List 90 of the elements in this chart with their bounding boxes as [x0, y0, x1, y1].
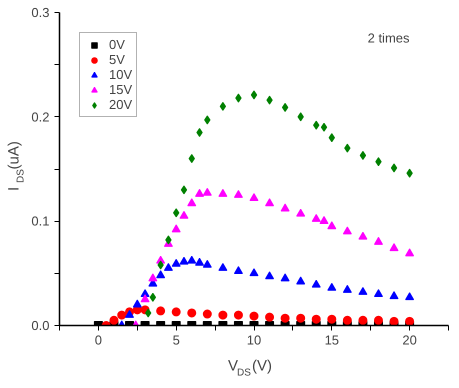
point: [150, 292, 156, 302]
point: [280, 273, 290, 282]
point: [342, 226, 352, 234]
point: [406, 168, 413, 178]
point: [202, 260, 212, 268]
y-axis-title: IDS(uA): [6, 141, 26, 192]
point: [179, 210, 188, 219]
point: [148, 273, 158, 282]
point: [374, 316, 383, 325]
point: [187, 256, 196, 264]
point: [218, 263, 228, 271]
point: [342, 284, 352, 293]
point: [235, 94, 242, 103]
point: [180, 185, 188, 194]
point: [132, 300, 142, 308]
point: [234, 266, 243, 274]
point: [234, 190, 243, 198]
point: [358, 286, 368, 295]
point: [390, 316, 399, 326]
point: [320, 216, 329, 224]
point: [172, 307, 181, 316]
point: [342, 316, 352, 325]
point: [218, 188, 228, 197]
point: [266, 96, 273, 105]
point: [265, 312, 274, 322]
point: [265, 198, 274, 206]
legend-label: 15V: [109, 82, 132, 97]
point: [405, 316, 414, 326]
point: [156, 270, 166, 278]
point: [187, 198, 196, 206]
x-tick-label: 10: [246, 332, 262, 348]
point: [390, 291, 399, 300]
y-tick-label: 0.1: [31, 214, 50, 229]
legend-label: 0V: [109, 37, 126, 52]
point: [296, 276, 306, 284]
point: [282, 102, 288, 112]
point: [250, 312, 258, 321]
point: [125, 310, 134, 318]
legend-label: 5V: [109, 52, 126, 67]
point: [390, 163, 398, 172]
point: [405, 248, 414, 256]
point: [202, 188, 212, 196]
point: [250, 90, 258, 100]
point: [220, 102, 226, 111]
point: [280, 314, 290, 323]
point: [374, 289, 383, 298]
point: [358, 316, 368, 325]
point: [280, 204, 290, 212]
point: [157, 260, 164, 270]
point: [172, 258, 181, 267]
y-tick-label: 0.2: [31, 109, 50, 124]
point: [195, 188, 204, 197]
point: [187, 308, 196, 318]
point: [327, 282, 336, 291]
legend-label: 10V: [109, 67, 132, 82]
point: [344, 144, 351, 153]
point: [312, 314, 321, 324]
point: [172, 224, 181, 232]
point: [109, 316, 118, 325]
point: [358, 232, 368, 240]
point: [405, 292, 414, 300]
point: [250, 268, 258, 276]
point: [195, 258, 204, 266]
point: [296, 208, 306, 217]
point: [327, 314, 336, 324]
point: [165, 235, 172, 244]
x-tick-label: 20: [402, 332, 417, 348]
point: [250, 193, 258, 202]
point: [375, 157, 382, 166]
point: [140, 294, 150, 302]
point: [374, 236, 383, 245]
point: [156, 306, 166, 316]
legend-label: 20V: [109, 97, 132, 112]
point: [320, 122, 328, 132]
point: [312, 280, 321, 288]
y-tick-label: 0.0: [31, 318, 50, 333]
y-tick-label: 0.3: [31, 5, 50, 20]
x-tick-label: 15: [324, 332, 340, 348]
point: [327, 221, 336, 230]
point: [360, 150, 366, 160]
point: [312, 214, 321, 222]
x-tick-label: 5: [172, 332, 180, 348]
point: [164, 263, 173, 271]
annotation: 2 times: [368, 30, 410, 46]
x-tick-label: 0: [94, 332, 102, 348]
point: [390, 243, 399, 252]
point: [265, 271, 274, 280]
point: [196, 128, 203, 137]
point: [179, 256, 188, 265]
point: [296, 314, 306, 323]
